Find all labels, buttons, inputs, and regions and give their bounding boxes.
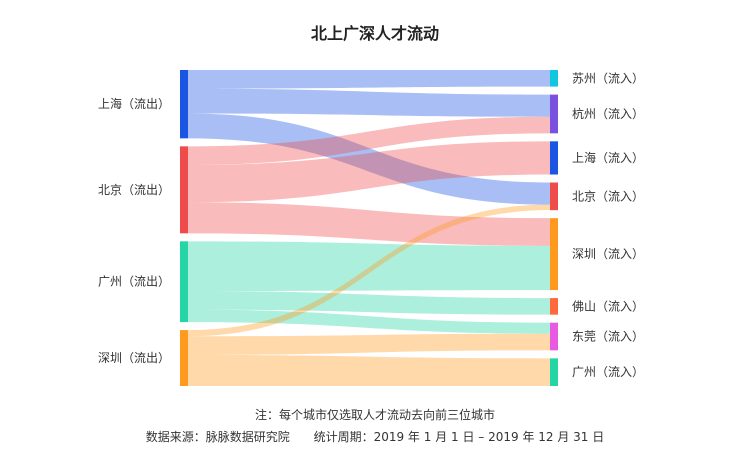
sankey-link <box>188 309 550 334</box>
sankey-link <box>188 141 550 203</box>
chart-title: 北上广深人才流动 <box>310 24 439 43</box>
sankey-link <box>188 70 550 89</box>
target-label: 佛山（流入） <box>572 299 644 313</box>
target-label: 东莞（流入） <box>572 330 644 344</box>
target-label: 广州（流入） <box>572 365 644 379</box>
target-node <box>550 218 558 291</box>
sankey-link <box>188 291 550 315</box>
target-node <box>550 141 558 175</box>
sankey-labels: 上海（流出） 北京（流出） 广州（流出） 深圳（流出） 苏州（流入） 杭州（流入） 上海（流… <box>98 71 644 379</box>
sankey-link <box>188 204 550 337</box>
source-label: 北京（流出） <box>98 183 170 197</box>
sankey-link <box>188 241 550 292</box>
source-node <box>180 70 188 139</box>
footnote: 注：每个城市仅选取人才流动去向前三位城市 <box>254 408 495 422</box>
target-node <box>550 322 558 351</box>
source-label: 广州（流出） <box>98 275 170 289</box>
sankey-link <box>188 354 550 386</box>
target-label: 杭州（流入） <box>572 106 644 121</box>
target-label: 北京（流入） <box>572 189 644 203</box>
target-node <box>550 94 558 134</box>
sankey-links <box>188 70 550 386</box>
source-label: 深圳（流出） <box>98 351 170 365</box>
source-label: 上海（流出） <box>98 96 170 111</box>
target-label: 苏州（流入） <box>572 71 644 85</box>
target-node <box>550 298 558 315</box>
sankey-nodes <box>180 70 558 386</box>
data-source: 数据来源：脉脉数据研究院 <box>145 430 290 444</box>
source-node <box>180 146 188 234</box>
sankey-link <box>188 113 550 205</box>
target-label: 上海（流入） <box>572 150 644 165</box>
target-node <box>550 358 558 386</box>
target-label: 深圳（流入） <box>572 247 644 261</box>
sankey-link <box>188 202 550 246</box>
sankey-link <box>188 88 550 117</box>
source-node <box>180 241 188 323</box>
statistics-period: 统计周期：2019 年 1 月 1 日 – 2019 年 12 月 31 日 <box>313 430 605 444</box>
sankey-link <box>188 333 550 355</box>
source-node <box>180 330 188 386</box>
source-line: 数据来源：脉脉数据研究院 统计周期：2019 年 1 月 1 日 – 2019 … <box>0 428 750 445</box>
sankey-link <box>188 116 550 165</box>
target-node <box>550 182 558 211</box>
target-node <box>550 70 558 87</box>
